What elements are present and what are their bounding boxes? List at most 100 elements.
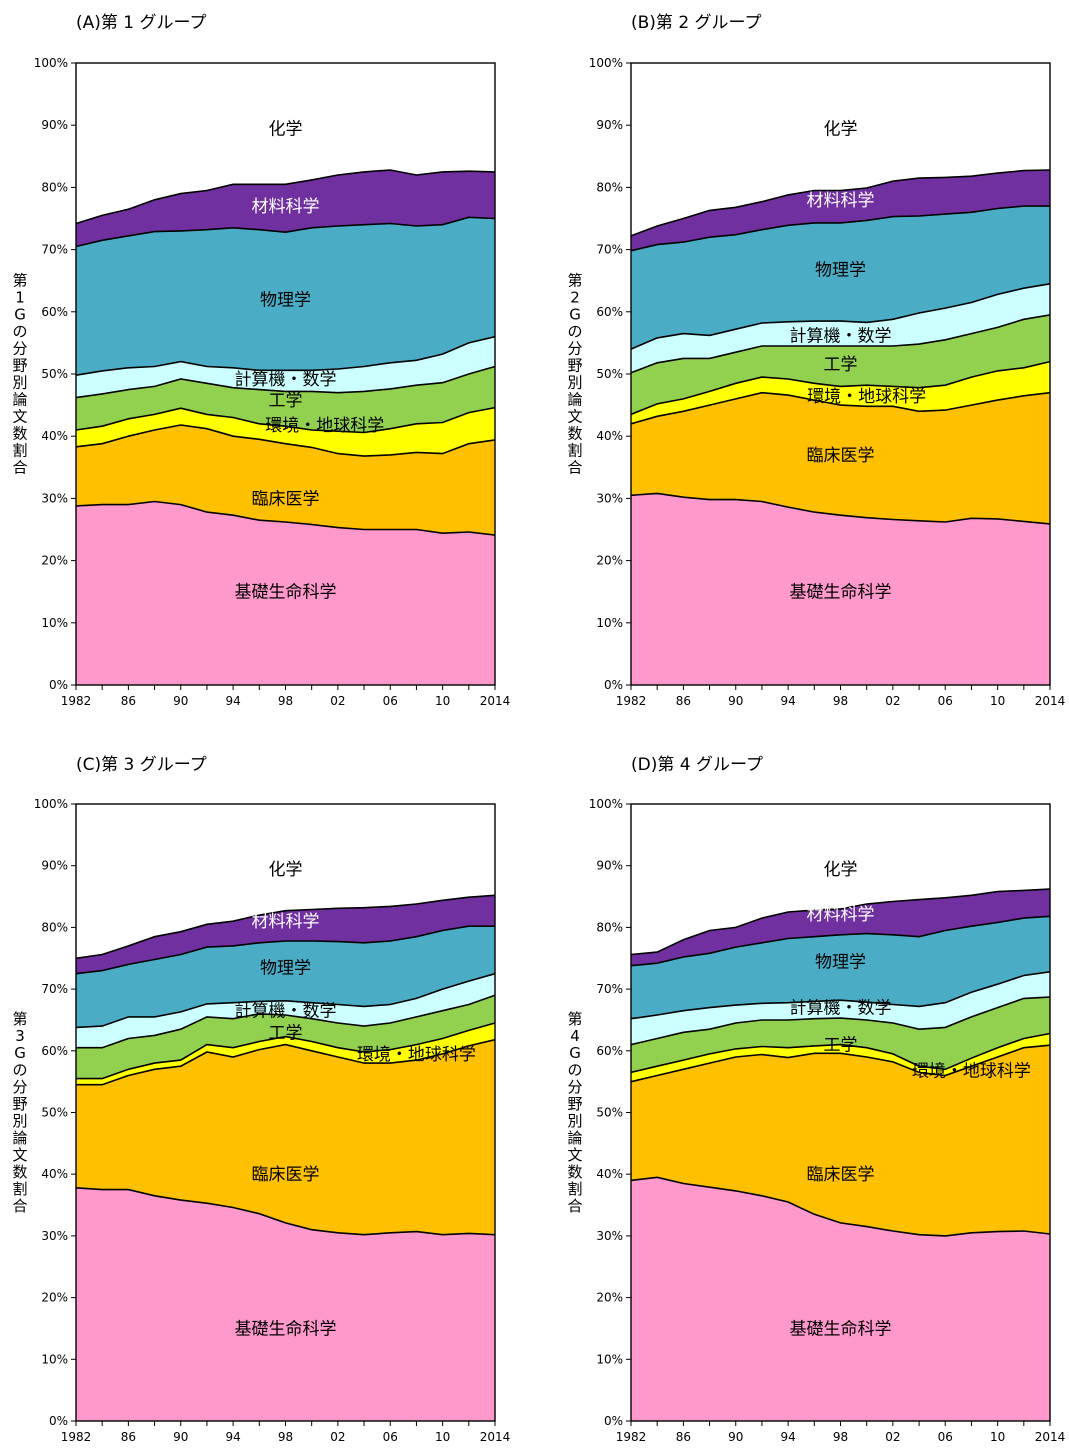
band-label-materials-science: 材料科学 bbox=[807, 905, 875, 925]
y-tick-label: 40% bbox=[596, 429, 623, 443]
boundary-line-clinical-medicine bbox=[630, 391, 1051, 425]
band-label-clinical-medicine: 臨床医学 bbox=[252, 489, 320, 509]
band-label-basic-life-science: 基礎生命科学 bbox=[790, 1319, 892, 1339]
band-label-engineering: 工学 bbox=[824, 1036, 858, 1056]
y-axis-label-char: 4 bbox=[570, 1027, 580, 1045]
y-tick-label: 80% bbox=[41, 920, 68, 934]
y-axis-label-char: 数 bbox=[567, 425, 582, 443]
y-tick-label: 80% bbox=[596, 180, 623, 194]
boundary-line-materials-science bbox=[630, 888, 1051, 956]
area-band-materials-science bbox=[76, 170, 495, 247]
x-tick-label: 02 bbox=[330, 1430, 345, 1444]
y-axis-label-char: 文 bbox=[12, 1146, 27, 1164]
y-tick-label: 0% bbox=[49, 1414, 68, 1428]
boundary-line-engineering bbox=[630, 314, 1051, 374]
x-tick-label: 94 bbox=[225, 1430, 240, 1444]
y-tick-label: 60% bbox=[41, 1044, 68, 1058]
band-label-computer-math: 計算機・数学 bbox=[790, 326, 892, 346]
x-tick-label: 1982 bbox=[616, 694, 647, 708]
area-band-computer-math bbox=[631, 283, 1050, 373]
x-tick-label: 2014 bbox=[1035, 694, 1066, 708]
y-axis-label-char: 2 bbox=[570, 289, 580, 307]
boundary-line-clinical-medicine bbox=[76, 1038, 496, 1086]
y-tick-label: 30% bbox=[596, 1229, 623, 1243]
area-band-engineering bbox=[76, 366, 495, 433]
y-tick-label: 20% bbox=[596, 1291, 623, 1305]
y-axis-label: 第 3 G の分野別論文数割合 bbox=[12, 1010, 27, 1215]
boundary-line-physics bbox=[630, 205, 1050, 252]
chart-panel-b: 0% 10% 20% 30% 40% 50% 60% 70% 80% 90% 100% 1982 86 9… bbox=[567, 13, 1065, 708]
y-axis-label-char: 割 bbox=[12, 1180, 27, 1198]
y-tick-label: 80% bbox=[596, 920, 623, 934]
boundary-line-clinical-medicine bbox=[75, 424, 496, 457]
boundary-line-clinical-medicine bbox=[630, 1044, 1051, 1083]
y-tick-label: 70% bbox=[596, 982, 623, 996]
band-label-physics: 物理学 bbox=[815, 261, 866, 281]
area-band-chemistry bbox=[631, 804, 1050, 955]
y-tick-label: 40% bbox=[41, 429, 68, 443]
y-axis-label-char: 数 bbox=[12, 1163, 27, 1181]
boundary-line-basic-life-science bbox=[630, 492, 1051, 525]
y-axis-label-char: 論 bbox=[567, 1129, 582, 1147]
area-band-basic-life-science bbox=[76, 1187, 495, 1421]
y-tick-label: 0% bbox=[49, 678, 68, 692]
area-band-clinical-medicine bbox=[76, 1039, 495, 1235]
x-tick-label: 90 bbox=[173, 1430, 188, 1444]
boundary-line-environment-earth-science bbox=[630, 1032, 1051, 1074]
y-axis-label-char: 第 bbox=[567, 1010, 582, 1028]
y-axis-label-char: 野 bbox=[567, 1095, 582, 1113]
band-label-physics: 物理学 bbox=[815, 952, 866, 972]
y-tick-label: 50% bbox=[41, 367, 68, 381]
x-tick-label: 1982 bbox=[616, 1430, 647, 1444]
y-axis-label-char: 文 bbox=[12, 408, 27, 426]
x-tick-label: 86 bbox=[676, 694, 691, 708]
y-tick-label: 100% bbox=[589, 797, 623, 811]
panel-title: (B)第 2 グループ bbox=[631, 13, 762, 33]
y-tick-label: 0% bbox=[604, 678, 623, 692]
y-tick-label: 60% bbox=[41, 305, 68, 319]
y-axis-label-char: G bbox=[14, 1044, 26, 1062]
boundary-line-engineering bbox=[630, 996, 1051, 1046]
y-tick-label: 70% bbox=[41, 982, 68, 996]
band-label-materials-science: 材料科学 bbox=[252, 912, 320, 932]
x-tick-label: 94 bbox=[780, 1430, 795, 1444]
boundary-line-engineering bbox=[75, 365, 496, 399]
y-axis-label-char: 数 bbox=[12, 425, 27, 443]
boundary-line-materials-science bbox=[75, 169, 496, 225]
x-tick-label: 06 bbox=[938, 1430, 953, 1444]
band-label-environment-earth-science: 環境・地球科学 bbox=[357, 1045, 476, 1065]
area-band-clinical-medicine bbox=[76, 425, 495, 536]
y-axis-label-char: 別 bbox=[567, 1112, 582, 1130]
y-axis-label: 第 4 G の分野別論文数割合 bbox=[567, 1010, 582, 1215]
x-tick-label: 90 bbox=[728, 694, 743, 708]
area-band-engineering bbox=[631, 997, 1050, 1073]
y-tick-label: 30% bbox=[41, 1229, 68, 1243]
y-axis-label-char: 分 bbox=[567, 340, 582, 358]
x-tick-label: 10 bbox=[990, 1430, 1005, 1444]
y-axis-label-char: 分 bbox=[12, 340, 27, 358]
x-tick-label: 06 bbox=[383, 1430, 398, 1444]
x-tick-label: 10 bbox=[435, 694, 450, 708]
y-axis-label-char: の bbox=[567, 1061, 582, 1079]
x-tick-label: 98 bbox=[278, 1430, 293, 1444]
y-tick-label: 20% bbox=[41, 1291, 68, 1305]
y-tick-label: 40% bbox=[596, 1167, 623, 1181]
y-tick-label: 60% bbox=[596, 305, 623, 319]
x-tick-label: 90 bbox=[728, 1430, 743, 1444]
x-tick-label: 98 bbox=[833, 694, 848, 708]
x-tick-label: 02 bbox=[885, 1430, 900, 1444]
y-axis-label-char: 分 bbox=[567, 1078, 582, 1096]
x-tick-label: 02 bbox=[330, 694, 345, 708]
y-axis-label-char: 分 bbox=[12, 1078, 27, 1096]
area-band-computer-math bbox=[631, 971, 1050, 1045]
area-band-basic-life-science bbox=[631, 1177, 1050, 1421]
boundary-line-environment-earth-science bbox=[76, 1022, 496, 1080]
y-axis-label-char: 3 bbox=[15, 1027, 25, 1045]
y-axis-label-char: 第 bbox=[567, 272, 582, 290]
band-label-physics: 物理学 bbox=[260, 959, 311, 979]
y-tick-label: 50% bbox=[596, 1106, 623, 1120]
band-label-chemistry: 化学 bbox=[824, 860, 858, 880]
x-tick-label: 98 bbox=[833, 1430, 848, 1444]
y-tick-label: 10% bbox=[41, 616, 68, 630]
area-band-physics bbox=[631, 916, 1050, 1019]
